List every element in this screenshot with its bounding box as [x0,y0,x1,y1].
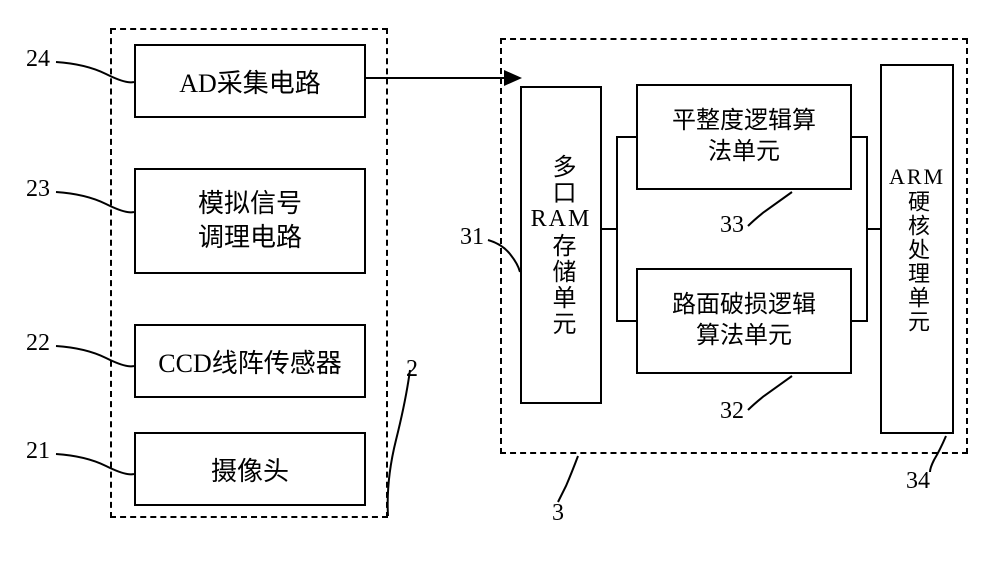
box-34-text: ARM硬核处理单元 [889,164,945,334]
leader-33 [748,192,798,233]
box-24: AD采集电路 [134,44,366,118]
box-31-text: 多口RAM存储单元 [531,154,592,337]
box-32-line1: 路面破损逻辑 [672,290,816,321]
leader-31 [488,238,528,283]
conn-ram-mid [602,228,618,230]
box-22-text: CCD线阵传感器 [158,343,341,380]
conn-ram-bot [616,320,636,322]
conn-ram-top [616,136,636,138]
box-24-text: AD采集电路 [179,63,321,100]
conn-arm-mid [866,228,880,230]
box-23: 模拟信号 调理电路 [134,168,366,274]
box-22: CCD线阵传感器 [134,324,366,398]
leader-34 [930,436,960,481]
label-21: 21 [26,438,50,465]
leader-21 [56,452,136,487]
label-23: 23 [26,176,50,203]
leader-23 [56,190,136,225]
box-34-arm: ARM硬核处理单元 [880,64,954,434]
box-32-line2: 算法单元 [696,321,792,352]
leader-32 [748,376,798,417]
label-22: 22 [26,330,50,357]
label-32: 32 [720,398,744,425]
label-31: 31 [460,224,484,251]
box-33-line1: 平整度逻辑算 [672,106,816,137]
conn-arm-top [852,136,868,138]
box-23-line1: 模拟信号 [198,187,302,221]
box-23-line2: 调理电路 [198,221,302,255]
label-34: 34 [906,468,930,495]
box-33-line2: 法单元 [708,137,780,168]
conn-arm-bot [852,320,868,322]
leader-22 [56,344,136,379]
label-33: 33 [720,212,744,239]
leader-24 [56,60,136,95]
box-31-ram: 多口RAM存储单元 [520,86,602,404]
leader-3 [554,456,584,511]
leader-2 [380,370,420,525]
box-33: 平整度逻辑算 法单元 [636,84,852,190]
box-21-text: 摄像头 [211,451,289,488]
box-32: 路面破损逻辑 算法单元 [636,268,852,374]
box-21: 摄像头 [134,432,366,506]
label-24: 24 [26,46,50,73]
